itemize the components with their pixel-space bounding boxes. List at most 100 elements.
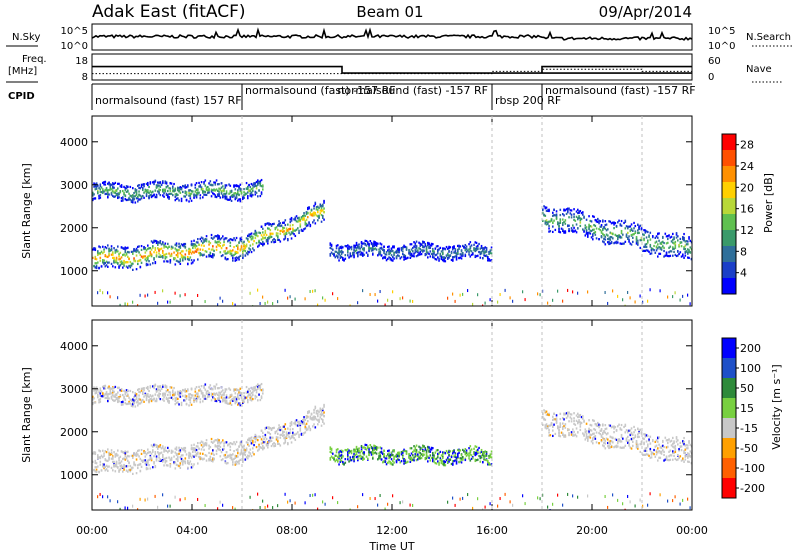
power-cell — [195, 182, 198, 185]
velocity-cell — [208, 395, 210, 398]
velocity-cell — [332, 452, 334, 455]
power-cell — [363, 247, 365, 250]
velocity-cell — [98, 449, 100, 452]
power-cell — [143, 245, 145, 249]
power-cell — [685, 243, 688, 246]
power-cell — [184, 195, 187, 198]
power-cell — [683, 246, 685, 249]
power-cell — [629, 296, 631, 300]
power-cell — [237, 192, 239, 196]
velocity-cell — [313, 416, 315, 419]
power-cell — [117, 192, 119, 195]
velocity-cell — [202, 394, 204, 397]
power-cell — [217, 303, 219, 306]
power-cell — [670, 250, 673, 253]
power-cell — [153, 193, 155, 196]
power-cell — [659, 289, 661, 293]
power-cell — [639, 224, 642, 227]
y-tick-label: 1000 — [60, 265, 88, 278]
power-cell — [222, 254, 224, 257]
velocity-cell — [102, 394, 104, 398]
velocity-cell — [114, 453, 117, 456]
power-cell — [269, 236, 272, 239]
power-cell — [197, 193, 199, 196]
velocity-cell — [217, 438, 219, 441]
velocity-cell — [272, 426, 274, 430]
velocity-cell — [163, 396, 165, 399]
power-cell — [624, 240, 627, 243]
velocity-cell — [204, 454, 207, 457]
velocity-cell — [283, 437, 285, 440]
power-cell — [205, 238, 208, 241]
power-cell — [340, 250, 343, 253]
velocity-cell — [140, 399, 143, 402]
velocity-cell — [219, 455, 222, 458]
velocity-cell — [153, 460, 155, 464]
velocity-cell — [377, 446, 379, 449]
velocity-cell — [422, 448, 424, 451]
power-cell — [402, 246, 404, 249]
velocity-cell — [203, 444, 205, 447]
noise-right-tick-top: 10^5 — [708, 26, 735, 37]
power-cell — [107, 191, 109, 194]
velocity-cell — [367, 457, 369, 460]
velocity-cell — [489, 455, 492, 459]
power-cell — [100, 191, 103, 194]
power-cell — [107, 195, 109, 199]
power-cell — [668, 251, 670, 254]
power-cell — [205, 188, 208, 191]
power-cell — [164, 188, 167, 191]
power-cell — [204, 237, 207, 241]
power-cell — [184, 256, 187, 259]
power-cell — [339, 256, 342, 259]
velocity-cell — [99, 400, 102, 403]
power-cell — [654, 236, 657, 240]
velocity-cell — [128, 461, 130, 465]
power-cell — [590, 229, 593, 233]
velocity-cell — [223, 391, 225, 395]
power-cell — [180, 243, 183, 246]
power-cell — [133, 197, 135, 201]
power-cell — [454, 255, 457, 258]
power-cell — [220, 237, 223, 240]
velocity-cell — [444, 464, 447, 467]
velocity-cell — [93, 452, 95, 455]
power-cell — [107, 189, 109, 192]
velocity-cell — [154, 443, 157, 447]
power-cell — [542, 212, 544, 215]
velocity-cell — [124, 391, 127, 394]
power-cell — [303, 228, 305, 231]
power-cell — [464, 254, 467, 258]
velocity-cell — [242, 455, 244, 458]
power-cell — [257, 183, 259, 186]
velocity-cell — [317, 423, 319, 426]
power-cell — [682, 238, 684, 241]
power-cell — [392, 290, 394, 294]
power-cell — [455, 256, 458, 259]
velocity-cell — [314, 417, 317, 420]
velocity-cell — [485, 454, 488, 457]
velocity-cell — [112, 391, 114, 394]
power-cell — [660, 248, 663, 251]
velocity-cell — [132, 466, 134, 469]
power-cell — [270, 232, 273, 235]
power-cell — [317, 303, 319, 306]
velocity-cell — [130, 468, 133, 471]
velocity-cell — [142, 392, 144, 396]
power-cell — [172, 185, 174, 188]
velocity-cell — [198, 456, 200, 459]
power-cell — [573, 215, 575, 219]
velocity-cell — [322, 409, 324, 412]
velocity-cell — [385, 463, 388, 466]
power-cell — [637, 229, 639, 232]
power-cell — [255, 187, 258, 190]
power-cell — [665, 235, 668, 238]
velocity-cell — [244, 458, 247, 461]
power-cell — [197, 191, 199, 194]
power-cell — [622, 242, 624, 245]
velocity-cell — [379, 456, 382, 459]
power-cell — [354, 249, 357, 252]
velocity-cell — [132, 456, 134, 459]
power-cell — [342, 246, 344, 249]
power-cell — [210, 195, 213, 198]
